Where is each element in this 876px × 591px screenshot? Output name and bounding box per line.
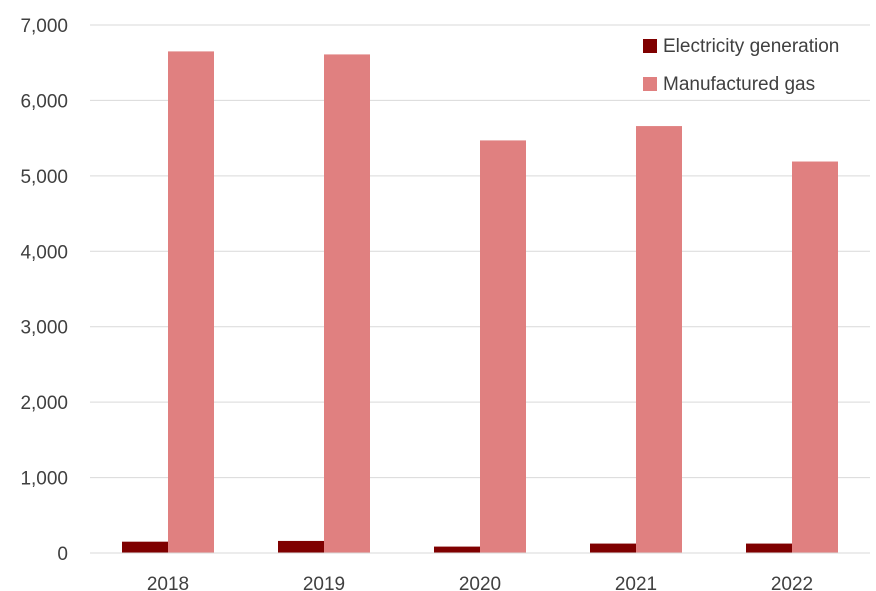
bar-manufactured-gas-2018 xyxy=(168,51,214,554)
y-tick-label: 3,000 xyxy=(20,318,68,339)
bar-manufactured-gas-2019 xyxy=(324,54,370,553)
y-tick-label: 4,000 xyxy=(20,242,68,263)
bars xyxy=(122,51,838,554)
x-tick-label: 2020 xyxy=(459,574,501,591)
x-tick-label: 2022 xyxy=(771,574,813,591)
legend: Electricity generation Manufactured gas xyxy=(643,36,839,95)
y-tick-label: 7,000 xyxy=(20,16,68,37)
x-tick-label: 2018 xyxy=(147,574,189,591)
bar-electricity-generation-2021 xyxy=(590,543,636,553)
legend-swatch-electricity-generation xyxy=(643,39,657,53)
x-tick-label: 2019 xyxy=(303,574,345,591)
legend-label-electricity-generation: Electricity generation xyxy=(663,36,839,57)
y-tick-label: 0 xyxy=(57,544,68,565)
bar-manufactured-gas-2022 xyxy=(792,161,838,554)
bar-electricity-generation-2019 xyxy=(278,540,324,553)
y-tick-label: 2,000 xyxy=(20,393,68,414)
y-axis-tick-labels: 0 1,000 2,000 3,000 4,000 5,000 6,000 7,000 xyxy=(20,16,68,565)
x-tick-label: 2021 xyxy=(615,574,657,591)
bar-electricity-generation-2020 xyxy=(434,546,480,553)
bar-electricity-generation-2022 xyxy=(746,543,792,553)
y-tick-label: 1,000 xyxy=(20,469,68,490)
y-tick-label: 6,000 xyxy=(20,91,68,112)
legend-swatch-manufactured-gas xyxy=(643,77,657,91)
x-axis-tick-labels: 2018 2019 2020 2021 2022 xyxy=(147,574,813,591)
bar-manufactured-gas-2021 xyxy=(636,126,682,554)
bar-manufactured-gas-2020 xyxy=(480,140,526,554)
bar-electricity-generation-2018 xyxy=(122,541,168,553)
legend-label-manufactured-gas: Manufactured gas xyxy=(663,74,815,95)
y-tick-label: 5,000 xyxy=(20,167,68,188)
